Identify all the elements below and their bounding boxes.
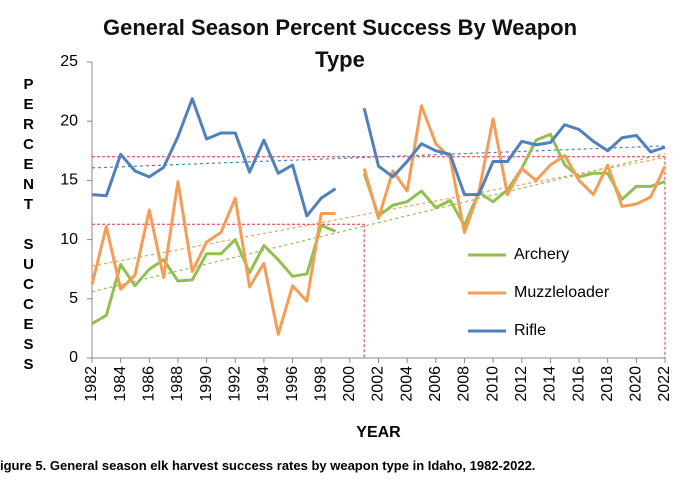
x-tick-label: 1984	[112, 366, 129, 402]
trendline	[91, 153, 666, 293]
x-tick-label: 1988	[169, 366, 186, 402]
y-tick-label: 20	[60, 112, 78, 129]
y-tick-label: 5	[69, 290, 78, 307]
x-tick-label: 2000	[341, 366, 358, 402]
x-tick-label: 1990	[198, 366, 215, 402]
x-tick-label: 2012	[513, 366, 530, 402]
caption: igure 5. General season elk harvest succ…	[0, 458, 536, 473]
y-tick-label: 10	[60, 231, 78, 248]
legend-label: Archery	[514, 246, 569, 263]
y-tick-label: 0	[69, 349, 78, 366]
x-tick-label: 2004	[398, 366, 415, 402]
chart-title: General Season Percent Success By Weapon…	[102, 15, 578, 72]
x-tick-label: 1986	[141, 366, 158, 402]
x-tick-label: 1982	[83, 366, 100, 402]
x-tick-label: 1996	[284, 366, 301, 402]
x-tick-label: 2006	[427, 366, 444, 402]
y-axis-label: PERCENT SUCCESS	[20, 76, 37, 376]
x-tick-label: 1992	[226, 366, 243, 402]
x-tick-label: 2014	[542, 366, 559, 402]
legend-label: Rifle	[514, 322, 546, 339]
legend-label: Muzzleloader	[514, 284, 610, 301]
x-tick-label: 2022	[656, 366, 673, 402]
x-tick-label: 2002	[370, 366, 387, 402]
y-tick-label: 15	[60, 172, 78, 189]
series-line	[90, 104, 667, 336]
series-line	[91, 97, 666, 218]
x-tick-label: 2010	[484, 366, 501, 402]
x-axis-label: YEAR	[356, 424, 401, 441]
x-tick-label: 2008	[456, 366, 473, 402]
x-tick-label: 2018	[599, 366, 616, 402]
x-tick-label: 1998	[312, 366, 329, 402]
x-tick-label: 2016	[570, 366, 587, 402]
x-tick-label: 1994	[255, 366, 272, 402]
y-tick-label: 25	[60, 53, 78, 70]
x-tick-label: 2020	[628, 366, 645, 402]
